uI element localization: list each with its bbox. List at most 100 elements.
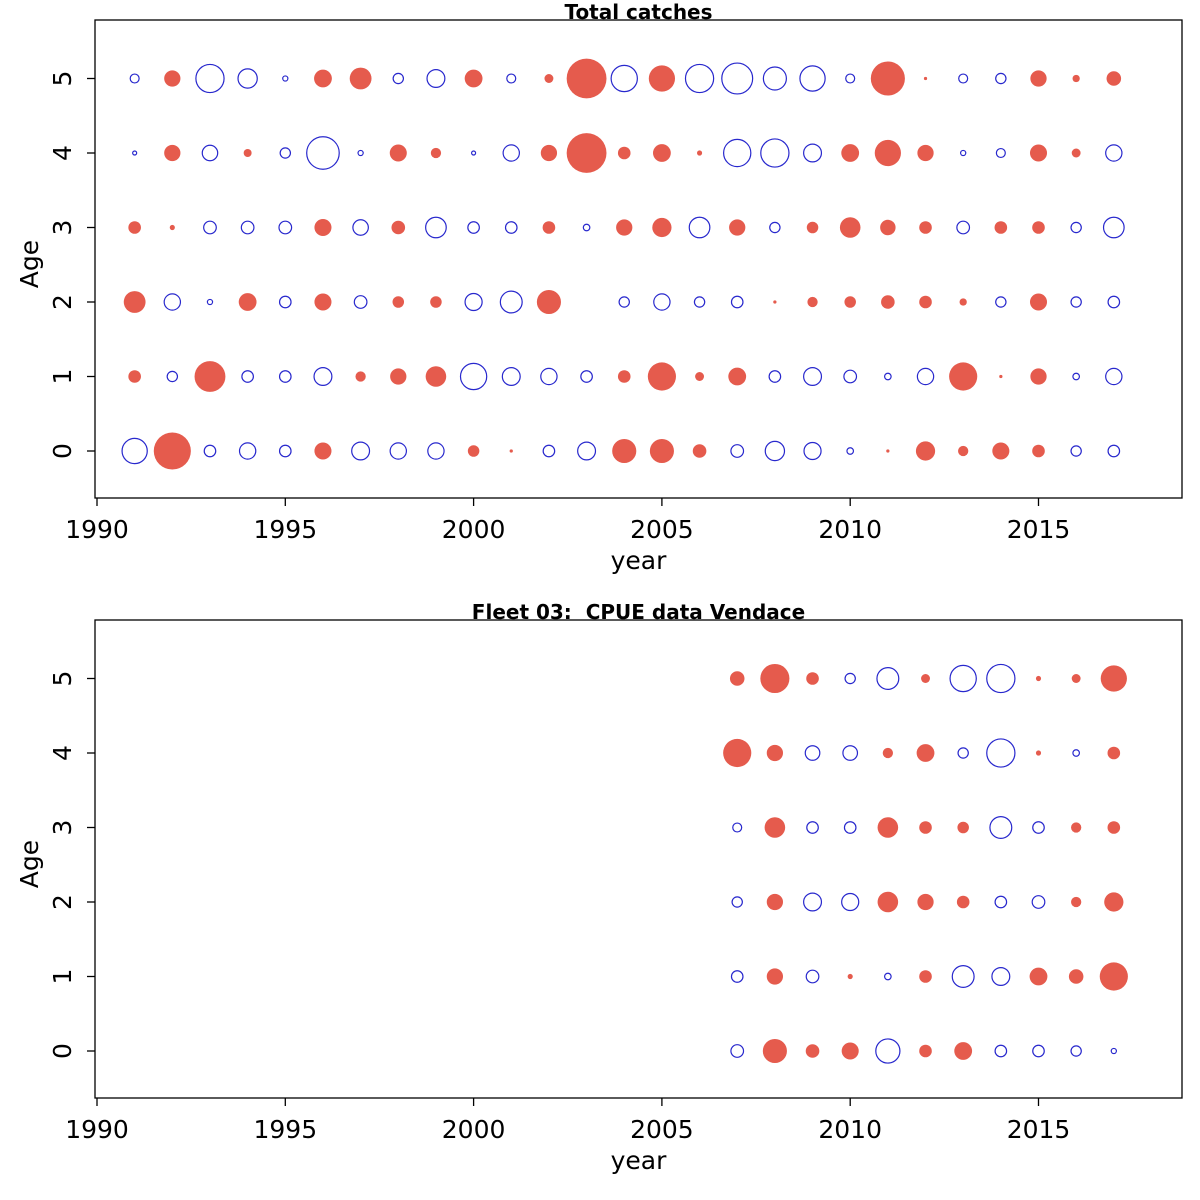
bubble-age0-2016 — [1070, 445, 1082, 457]
y-axis-title: Age — [15, 839, 44, 889]
bubble-age1-2013 — [949, 362, 978, 391]
total-catches-figure: Total catches 1990 1995 2000 2005 2010 2015 0 1… — [15, 0, 1183, 575]
bubble-age3-2010 — [839, 217, 861, 238]
bubble-age5-1991 — [129, 73, 140, 84]
bubble-age1-2006 — [695, 372, 705, 381]
bubble-age2-2013 — [956, 895, 970, 909]
bubble-age4-1998 — [389, 144, 407, 162]
bubble-age2-2012 — [919, 295, 932, 309]
bubble-age5-2011 — [876, 666, 900, 691]
bubble-age0-1995 — [278, 444, 292, 458]
bubble-age4-1997 — [357, 149, 364, 157]
bubble-age1-2003 — [580, 370, 593, 383]
bubble-age3-1994 — [240, 220, 255, 235]
bubble-age1-2010 — [843, 369, 858, 384]
bubble-age5-2003 — [566, 58, 607, 99]
bubble-age3-2010 — [843, 821, 857, 834]
bubble-age0-2010 — [846, 447, 855, 455]
bubble-age0-2011 — [875, 1038, 901, 1064]
bubble-age2-2017 — [1107, 295, 1121, 309]
bubble-age0-2001 — [509, 449, 513, 453]
bubble-age5-1996 — [314, 69, 332, 88]
bubble-age0-2008 — [764, 440, 786, 462]
bubble-age2-1993 — [206, 298, 214, 306]
x-tick-label: 2005 — [630, 515, 694, 544]
bubble-age4-2012 — [917, 144, 934, 162]
bubble-age2-2009 — [807, 296, 818, 308]
bubble-age2-2009 — [803, 892, 823, 912]
bubble-age5-2014 — [986, 663, 1016, 694]
bubble-age1-2010 — [847, 973, 853, 980]
bubble-age0-2013 — [958, 445, 969, 457]
bubble-age5-1992 — [164, 70, 181, 87]
bubble-age4-2005 — [652, 144, 671, 162]
x-tick-label: 2015 — [1007, 515, 1071, 544]
bubble-age0-2012 — [915, 441, 936, 461]
bubble-age1-2017 — [1105, 367, 1123, 386]
fleet03-cpue-figure: Fleet 03: CPUE data Vendace 1990 1995 2000… — [0, 600, 1200, 1200]
bubble-age1-1991 — [128, 370, 141, 383]
bubble-age1-1998 — [390, 368, 407, 385]
bubble-age0-2009 — [803, 441, 822, 461]
bubble-age1-2011 — [884, 372, 892, 381]
bubble-age5-2016 — [1071, 674, 1081, 683]
bubble-age1-2009 — [803, 366, 823, 387]
bubble-age5-1997 — [349, 67, 372, 90]
bubble-age4-2010 — [842, 745, 859, 761]
bubble-age4-2017 — [1105, 144, 1123, 162]
bubble-age1-2013 — [951, 964, 975, 989]
bubble-age4-2002 — [540, 144, 558, 162]
bubble-age2-1992 — [163, 293, 182, 311]
bubble-age1-2016 — [1072, 372, 1081, 381]
bubble-age2-2015 — [1029, 293, 1048, 311]
bubble-age2-2015 — [1031, 895, 1046, 909]
bubble-age3-1997 — [352, 219, 369, 236]
bubble-age5-2007 — [721, 62, 754, 95]
bubble-age2-1994 — [238, 293, 257, 311]
x-tick-label: 1990 — [65, 1115, 129, 1144]
bubble-age1-1994 — [241, 370, 254, 383]
bubble-age5-2002 — [544, 74, 554, 83]
bubble-age4-1994 — [243, 149, 252, 157]
bubble-age4-1991 — [132, 150, 138, 156]
bubble-age1-2012 — [916, 367, 935, 386]
bubble-age4-2001 — [502, 144, 520, 162]
bubble-age4-2006 — [696, 150, 703, 156]
bubble-age3-2013 — [956, 220, 971, 235]
bubble-age4-2016 — [1072, 749, 1081, 757]
x-tick-label: 1990 — [65, 515, 129, 544]
bubble-age3-2012 — [919, 221, 932, 234]
bubble-age4-1993 — [201, 144, 219, 162]
bubble-age2-2011 — [881, 295, 895, 309]
bubble-age0-2013 — [954, 1042, 973, 1060]
bubble-age4-2004 — [617, 146, 631, 160]
bubble-age0-1994 — [238, 442, 257, 460]
bubble-age0-2014 — [994, 1044, 1008, 1058]
bubble-age1-2000 — [459, 362, 488, 391]
x-tick-label: 2000 — [442, 1115, 506, 1144]
bubble-age2-2016 — [1070, 296, 1082, 308]
bubble-age1-2015 — [1029, 967, 1048, 986]
bubble-age1-1995 — [278, 370, 292, 383]
y-tick-label: 0 — [48, 443, 77, 459]
bubble-age1-2002 — [540, 367, 558, 386]
bubble-age4-2015 — [1035, 750, 1042, 756]
bubble-age4-2000 — [471, 150, 477, 156]
bubble-age5-2013 — [949, 664, 977, 693]
bubble-age4-2013 — [957, 747, 969, 759]
bubble-age0-1999 — [427, 442, 445, 460]
bubble-age1-1993 — [194, 361, 226, 392]
bubble-age2-2006 — [693, 296, 706, 308]
bubble-age2-2007 — [730, 295, 744, 309]
plot-border — [94, 619, 1183, 1099]
bubble-age1-2012 — [919, 970, 932, 983]
bubble-age0-1996 — [314, 442, 332, 460]
bubble-age3-2014 — [994, 221, 1008, 234]
bubble-age2-2008 — [773, 300, 777, 304]
x-tick-label: 2000 — [442, 515, 506, 544]
x-tick-label: 2010 — [818, 1115, 882, 1144]
x-tick-label: 1995 — [253, 1115, 317, 1144]
bubble-age2-2016 — [1071, 896, 1082, 908]
bubble-age3-2004 — [616, 219, 633, 236]
bubble-age4-2016 — [1071, 148, 1081, 158]
